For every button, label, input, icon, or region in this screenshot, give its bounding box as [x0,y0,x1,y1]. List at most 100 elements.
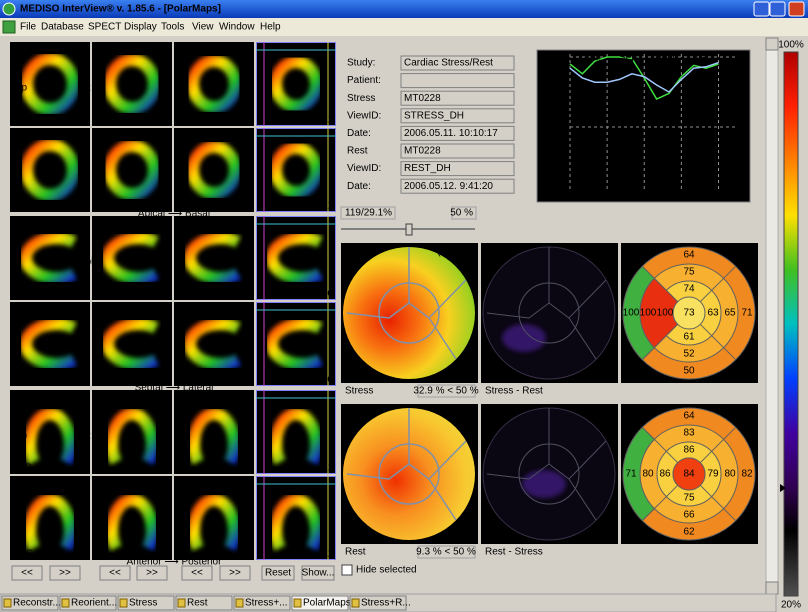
button[interactable] [99,565,131,581]
button[interactable] [181,565,213,581]
button-label[interactable]: << [109,568,121,579]
task-label[interactable]: Stress+R... [361,598,411,609]
orientation-label: sep [11,83,28,94]
threshold-marker [780,484,786,492]
territory-outline [378,282,440,344]
button-label[interactable]: << [191,568,203,579]
orientation-label: ant [43,220,57,231]
button[interactable] [136,565,168,581]
task-button[interactable] [349,595,407,611]
segment-value: 71 [741,308,753,319]
task-icon [235,598,244,608]
field-label: ViewID: [347,163,381,174]
menu-item[interactable]: Tools [161,22,184,33]
slice-image [174,390,254,474]
button[interactable] [301,565,335,581]
corner-label: RCA [484,531,505,542]
menu-item[interactable]: Database [41,22,84,33]
slice-frame [256,390,336,474]
orientation-label: lat [80,431,91,442]
task-label[interactable]: Reorient... [71,598,117,609]
corner-label: 16.5 % [344,247,375,258]
polar-map: LAD RCA LCX [481,404,618,544]
frame-number: 10 [322,289,334,300]
segment-patch [639,277,679,349]
field-value: MT0228 [404,146,441,157]
segment-value: 74 [683,284,695,295]
checkbox-label[interactable]: Hide selected [356,565,417,576]
x-tick-label: 360 [710,190,727,201]
task-label[interactable]: Stress+... [245,598,288,609]
myocardium [270,142,322,198]
task-button[interactable] [291,595,349,611]
task-button[interactable] [1,595,59,611]
menu-item[interactable]: File [20,22,37,33]
frame-number: 11 [323,201,334,212]
myocardium [102,232,159,284]
frame-number: 8 [163,289,169,300]
corner-label: LCX [596,370,616,381]
task-button[interactable] [175,595,233,611]
colorbar-bottom: 20% [781,600,801,611]
segment-value: 100 [657,308,674,319]
button-label[interactable]: << [21,568,33,579]
segment-value: 84 [683,469,695,480]
scroll-up[interactable] [765,37,779,51]
menu-item[interactable]: Window [219,22,255,33]
legend-entry: Rest [539,176,560,187]
region-label: Post. [655,53,678,64]
button-label[interactable]: >> [59,568,71,579]
row-label: RES [12,549,33,560]
scroll-down[interactable] [765,581,779,595]
slice-image [256,42,336,126]
menu-item[interactable]: SPECT [88,22,121,33]
app-icon [2,2,16,16]
myocardium [270,408,322,465]
segment-value: 100 [623,308,640,319]
button-label[interactable]: Show... [302,568,335,579]
myocardium [187,141,241,199]
corner-label: 10.3 % [444,370,475,381]
slider-thumb[interactable] [405,223,413,236]
task-label[interactable]: PolarMaps [303,598,351,609]
button-label[interactable]: >> [229,568,241,579]
field-label: Date: [347,128,371,139]
menu-item[interactable]: View [192,22,214,33]
task-label[interactable]: Rest [187,598,208,609]
button-label[interactable]: Reset [265,568,291,579]
minimize-button[interactable] [753,1,770,17]
task-button[interactable] [117,595,175,611]
field-box [400,73,515,89]
myocardium [21,139,79,201]
menu-item[interactable]: Display [124,22,157,33]
region-label: Ant. [583,53,601,64]
task-icon [177,598,186,608]
button[interactable] [49,565,81,581]
slice-image [10,476,90,560]
corner-label: 90 [624,247,636,258]
checkbox[interactable] [341,564,353,576]
frame-number: 8 [81,115,87,126]
button[interactable] [261,565,295,581]
frame-number: 7 [81,375,87,386]
task-button[interactable] [233,595,291,611]
colorbar [783,51,799,597]
menu-item[interactable]: Help [260,22,281,33]
myocardium [20,318,77,370]
button[interactable] [219,565,251,581]
segment-value: 62 [683,527,695,538]
button-label[interactable]: >> [146,568,158,579]
territory-outline [378,443,440,505]
task-label[interactable]: Stress [129,598,157,609]
row-label: STR [12,289,32,300]
button[interactable] [11,565,43,581]
panel-caption: Septal ⟶ Lateral [135,383,214,394]
maximize-button[interactable] [769,1,786,17]
task-label[interactable]: Reconstr... [13,598,61,609]
slice-image [256,476,336,560]
close-button[interactable] [788,1,805,17]
task-button[interactable] [59,595,117,611]
